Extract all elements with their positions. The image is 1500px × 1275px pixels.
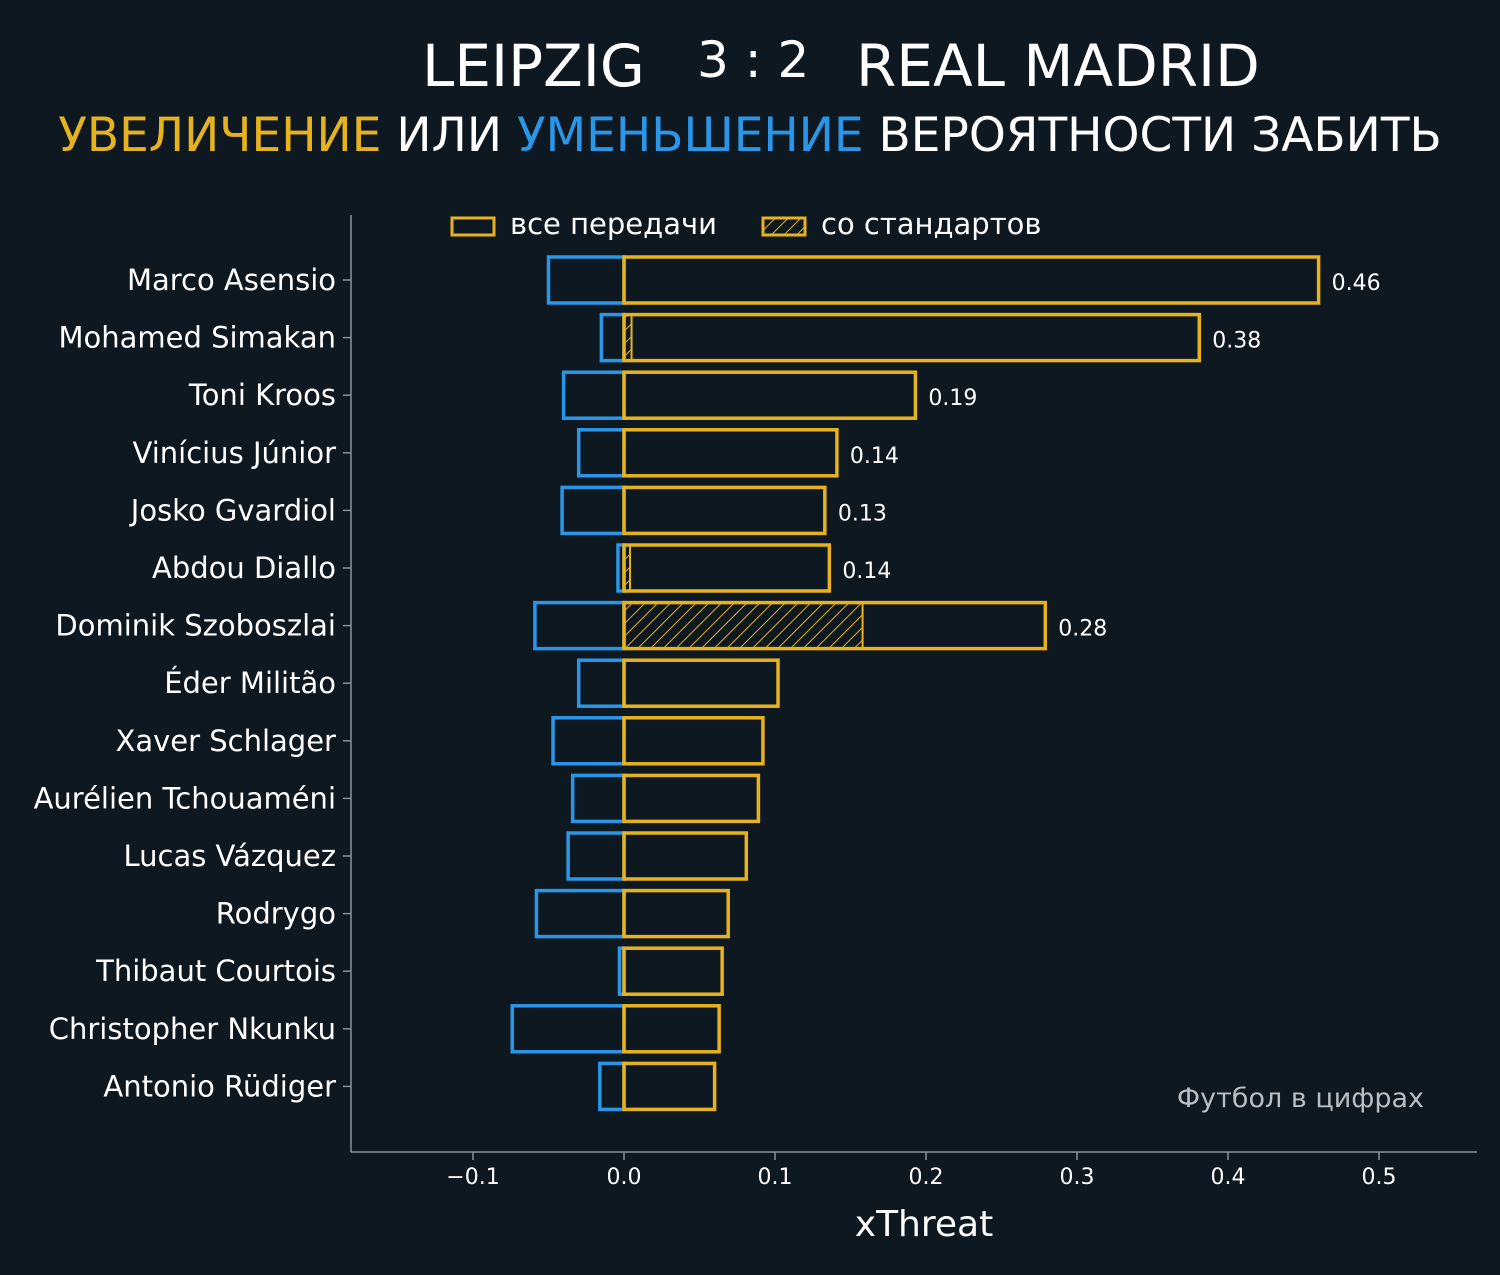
value-label: 0.13 [838, 501, 887, 526]
player-label: Mohamed Simakan [58, 321, 336, 355]
subtitle-decrease: УМЕНЬШЕНИЕ [516, 108, 864, 163]
x-tick-label: 0.0 [607, 1165, 642, 1190]
positive-bar [622, 831, 749, 881]
x-tick-label: 0.2 [909, 1165, 944, 1190]
negative-bar [566, 831, 626, 881]
player-label: Antonio Rüdiger [103, 1069, 336, 1103]
positive-bar [622, 428, 839, 478]
negative-bar [546, 255, 626, 305]
x-tick-label: 0.3 [1060, 1165, 1095, 1190]
x-tick-label: 0.1 [758, 1165, 793, 1190]
value-label: 0.28 [1058, 617, 1107, 642]
negative-bar [576, 658, 626, 708]
positive-bar [622, 485, 827, 536]
positive-bar [622, 312, 1202, 363]
negative-bar [534, 888, 626, 939]
legend-swatch-set-pieces [761, 216, 807, 237]
legend-label-set-pieces: со стандартов [821, 207, 1041, 241]
value-label: 0.46 [1332, 271, 1381, 296]
away-team-name: REAL MADRID [856, 32, 1260, 100]
player-label: Thibaut Courtois [95, 954, 336, 988]
negative-bar [576, 428, 626, 478]
positive-bar [622, 600, 1048, 651]
negative-bar [560, 485, 626, 536]
positive-bar [622, 658, 780, 708]
watermark: Футбол в цифрах [1177, 1083, 1424, 1114]
value-label: 0.19 [928, 386, 977, 411]
player-label: Josko Gvardiol [129, 493, 336, 527]
legend-swatch-all-passes [450, 216, 496, 237]
player-label: Marco Asensio [127, 263, 336, 297]
x-tick-label: 0.5 [1362, 1165, 1397, 1190]
home-team-name: LEIPZIG [422, 32, 645, 100]
value-label: 0.14 [850, 444, 899, 469]
positive-bar [622, 946, 724, 996]
positive-bar [622, 773, 761, 824]
subtitle-rest: ВЕРОЯТНОСТИ ЗАБИТЬ [863, 108, 1442, 163]
negative-bar [551, 716, 626, 766]
match-score: 3 : 2 [697, 31, 810, 89]
positive-bar [622, 255, 1321, 305]
negative-bar [510, 1004, 626, 1054]
set-piece-bar [623, 601, 864, 650]
player-label: Abdou Diallo [152, 551, 336, 585]
negative-bar [533, 600, 626, 651]
negative-bar [598, 1061, 626, 1112]
value-label: 0.38 [1212, 329, 1261, 354]
legend-label-all-passes: все передачи [510, 207, 717, 241]
subtitle-or: ИЛИ [381, 108, 517, 163]
negative-bar [561, 370, 626, 420]
player-label: Lucas Vázquez [123, 839, 336, 873]
positive-bar [622, 370, 918, 420]
positive-bar [622, 716, 765, 766]
subtitle-increase: УВЕЛИЧЕНИЕ [58, 108, 382, 163]
player-label: Rodrygo [216, 897, 336, 931]
positive-bar [622, 1061, 717, 1112]
positive-bar [622, 1004, 721, 1054]
player-label: Aurélien Tchouaméni [34, 781, 336, 815]
positive-bar [622, 543, 832, 593]
player-label: Éder Militão [164, 666, 336, 700]
value-label: 0.14 [842, 559, 891, 584]
chart-title: LEIPZIG 3 : 2 REAL MADRID [0, 28, 1500, 104]
negative-bar [599, 312, 626, 363]
x-tick-label: −0.1 [446, 1165, 499, 1190]
player-label: Dominik Szoboszlai [55, 609, 336, 643]
positive-bar [622, 888, 730, 939]
player-label: Xaver Schlager [115, 724, 336, 758]
x-tick-label: 0.4 [1211, 1165, 1246, 1190]
negative-bar [570, 773, 626, 824]
chart-subtitle: УВЕЛИЧЕНИЕ ИЛИ УМЕНЬШЕНИЕ ВЕРОЯТНОСТИ ЗА… [0, 106, 1500, 166]
player-label: Toni Kroos [188, 378, 336, 412]
x-axis-label: xThreat [855, 1204, 993, 1245]
player-label: Christopher Nkunku [49, 1012, 336, 1046]
player-label: Vinícius Júnior [133, 436, 337, 470]
